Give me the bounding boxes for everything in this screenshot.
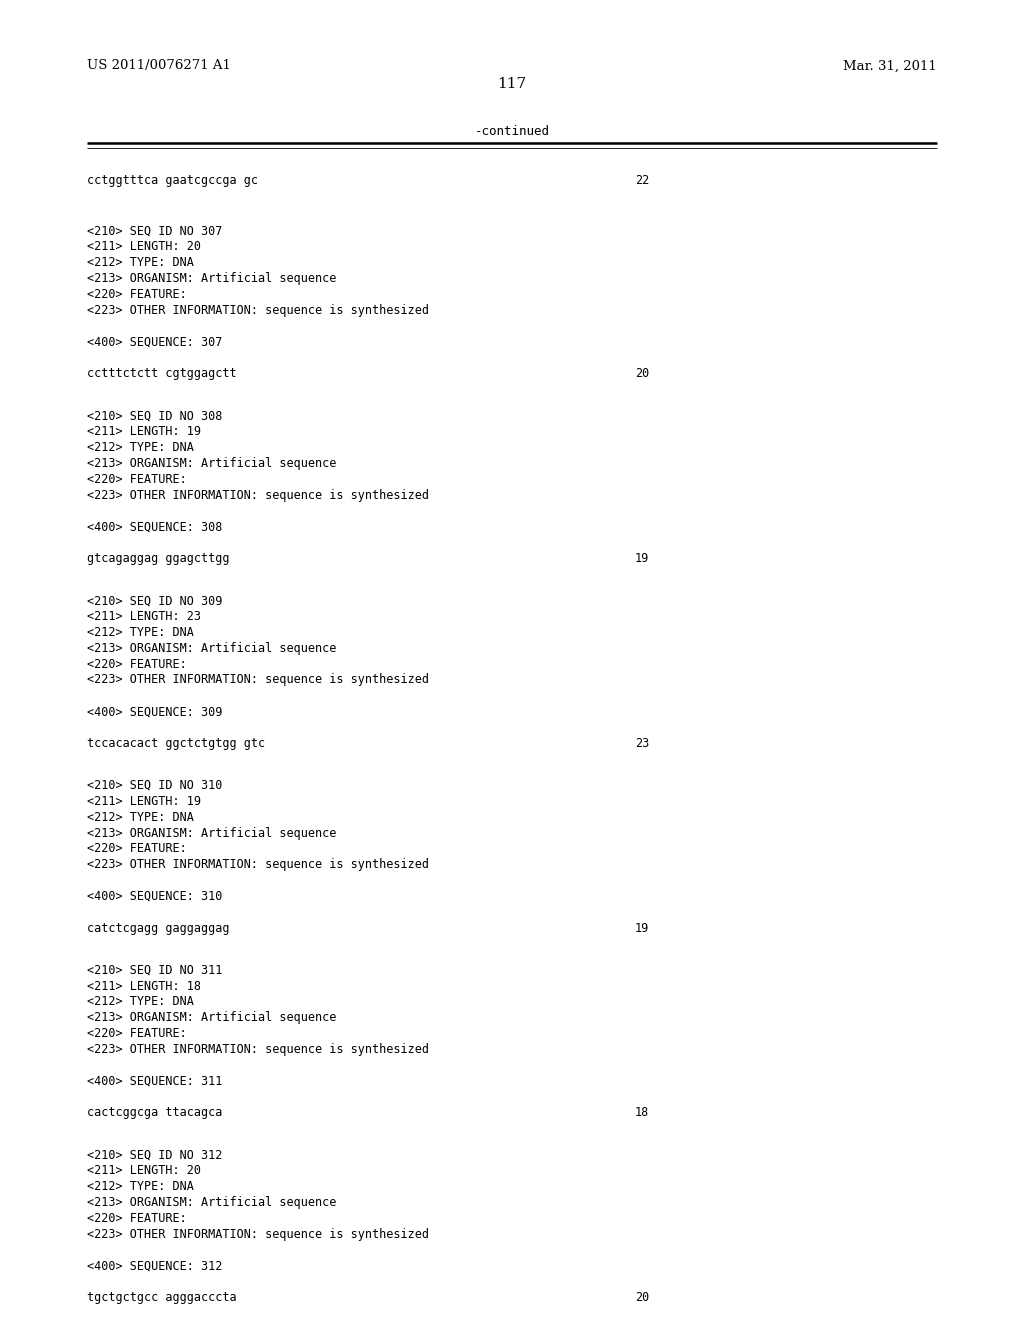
Text: <212> TYPE: DNA: <212> TYPE: DNA — [87, 810, 194, 824]
Text: <223> OTHER INFORMATION: sequence is synthesized: <223> OTHER INFORMATION: sequence is syn… — [87, 304, 429, 317]
Text: <400> SEQUENCE: 310: <400> SEQUENCE: 310 — [87, 890, 222, 903]
Text: <220> FEATURE:: <220> FEATURE: — [87, 657, 186, 671]
Text: <400> SEQUENCE: 311: <400> SEQUENCE: 311 — [87, 1074, 222, 1088]
Text: <213> ORGANISM: Artificial sequence: <213> ORGANISM: Artificial sequence — [87, 1196, 337, 1209]
Text: <223> OTHER INFORMATION: sequence is synthesized: <223> OTHER INFORMATION: sequence is syn… — [87, 1043, 429, 1056]
Text: <213> ORGANISM: Artificial sequence: <213> ORGANISM: Artificial sequence — [87, 826, 337, 840]
Text: Mar. 31, 2011: Mar. 31, 2011 — [843, 59, 937, 73]
Text: 20: 20 — [635, 1291, 649, 1304]
Text: cactcggcga ttacagca: cactcggcga ttacagca — [87, 1106, 222, 1119]
Text: cctggtttca gaatcgccga gc: cctggtttca gaatcgccga gc — [87, 174, 258, 187]
Text: -continued: -continued — [474, 125, 550, 139]
Text: <211> LENGTH: 19: <211> LENGTH: 19 — [87, 425, 201, 438]
Text: cctttctctt cgtggagctt: cctttctctt cgtggagctt — [87, 367, 237, 380]
Text: <211> LENGTH: 20: <211> LENGTH: 20 — [87, 1164, 201, 1177]
Text: tgctgctgcc agggacccta: tgctgctgcc agggacccta — [87, 1291, 237, 1304]
Text: <212> TYPE: DNA: <212> TYPE: DNA — [87, 626, 194, 639]
Text: <223> OTHER INFORMATION: sequence is synthesized: <223> OTHER INFORMATION: sequence is syn… — [87, 673, 429, 686]
Text: <212> TYPE: DNA: <212> TYPE: DNA — [87, 995, 194, 1008]
Text: <400> SEQUENCE: 309: <400> SEQUENCE: 309 — [87, 705, 222, 718]
Text: <400> SEQUENCE: 307: <400> SEQUENCE: 307 — [87, 335, 222, 348]
Text: <400> SEQUENCE: 308: <400> SEQUENCE: 308 — [87, 520, 222, 533]
Text: <220> FEATURE:: <220> FEATURE: — [87, 288, 186, 301]
Text: <211> LENGTH: 20: <211> LENGTH: 20 — [87, 240, 201, 253]
Text: 23: 23 — [635, 737, 649, 750]
Text: 19: 19 — [635, 552, 649, 565]
Text: <212> TYPE: DNA: <212> TYPE: DNA — [87, 1180, 194, 1193]
Text: gtcagaggag ggagcttgg: gtcagaggag ggagcttgg — [87, 552, 229, 565]
Text: <220> FEATURE:: <220> FEATURE: — [87, 842, 186, 855]
Text: <211> LENGTH: 18: <211> LENGTH: 18 — [87, 979, 201, 993]
Text: 22: 22 — [635, 174, 649, 187]
Text: <220> FEATURE:: <220> FEATURE: — [87, 473, 186, 486]
Text: <211> LENGTH: 19: <211> LENGTH: 19 — [87, 795, 201, 808]
Text: <223> OTHER INFORMATION: sequence is synthesized: <223> OTHER INFORMATION: sequence is syn… — [87, 1228, 429, 1241]
Text: tccacacact ggctctgtgg gtc: tccacacact ggctctgtgg gtc — [87, 737, 265, 750]
Text: <210> SEQ ID NO 308: <210> SEQ ID NO 308 — [87, 409, 222, 422]
Text: <400> SEQUENCE: 312: <400> SEQUENCE: 312 — [87, 1259, 222, 1272]
Text: catctcgagg gaggaggag: catctcgagg gaggaggag — [87, 921, 229, 935]
Text: <210> SEQ ID NO 307: <210> SEQ ID NO 307 — [87, 224, 222, 238]
Text: <220> FEATURE:: <220> FEATURE: — [87, 1212, 186, 1225]
Text: <212> TYPE: DNA: <212> TYPE: DNA — [87, 256, 194, 269]
Text: <213> ORGANISM: Artificial sequence: <213> ORGANISM: Artificial sequence — [87, 1011, 337, 1024]
Text: 19: 19 — [635, 921, 649, 935]
Text: <223> OTHER INFORMATION: sequence is synthesized: <223> OTHER INFORMATION: sequence is syn… — [87, 858, 429, 871]
Text: <211> LENGTH: 23: <211> LENGTH: 23 — [87, 610, 201, 623]
Text: <210> SEQ ID NO 312: <210> SEQ ID NO 312 — [87, 1148, 222, 1162]
Text: <213> ORGANISM: Artificial sequence: <213> ORGANISM: Artificial sequence — [87, 457, 337, 470]
Text: 117: 117 — [498, 77, 526, 91]
Text: <210> SEQ ID NO 311: <210> SEQ ID NO 311 — [87, 964, 222, 977]
Text: <223> OTHER INFORMATION: sequence is synthesized: <223> OTHER INFORMATION: sequence is syn… — [87, 488, 429, 502]
Text: <220> FEATURE:: <220> FEATURE: — [87, 1027, 186, 1040]
Text: <213> ORGANISM: Artificial sequence: <213> ORGANISM: Artificial sequence — [87, 642, 337, 655]
Text: <213> ORGANISM: Artificial sequence: <213> ORGANISM: Artificial sequence — [87, 272, 337, 285]
Text: 20: 20 — [635, 367, 649, 380]
Text: US 2011/0076271 A1: US 2011/0076271 A1 — [87, 59, 231, 73]
Text: <210> SEQ ID NO 309: <210> SEQ ID NO 309 — [87, 594, 222, 607]
Text: <212> TYPE: DNA: <212> TYPE: DNA — [87, 441, 194, 454]
Text: 18: 18 — [635, 1106, 649, 1119]
Text: <210> SEQ ID NO 310: <210> SEQ ID NO 310 — [87, 779, 222, 792]
